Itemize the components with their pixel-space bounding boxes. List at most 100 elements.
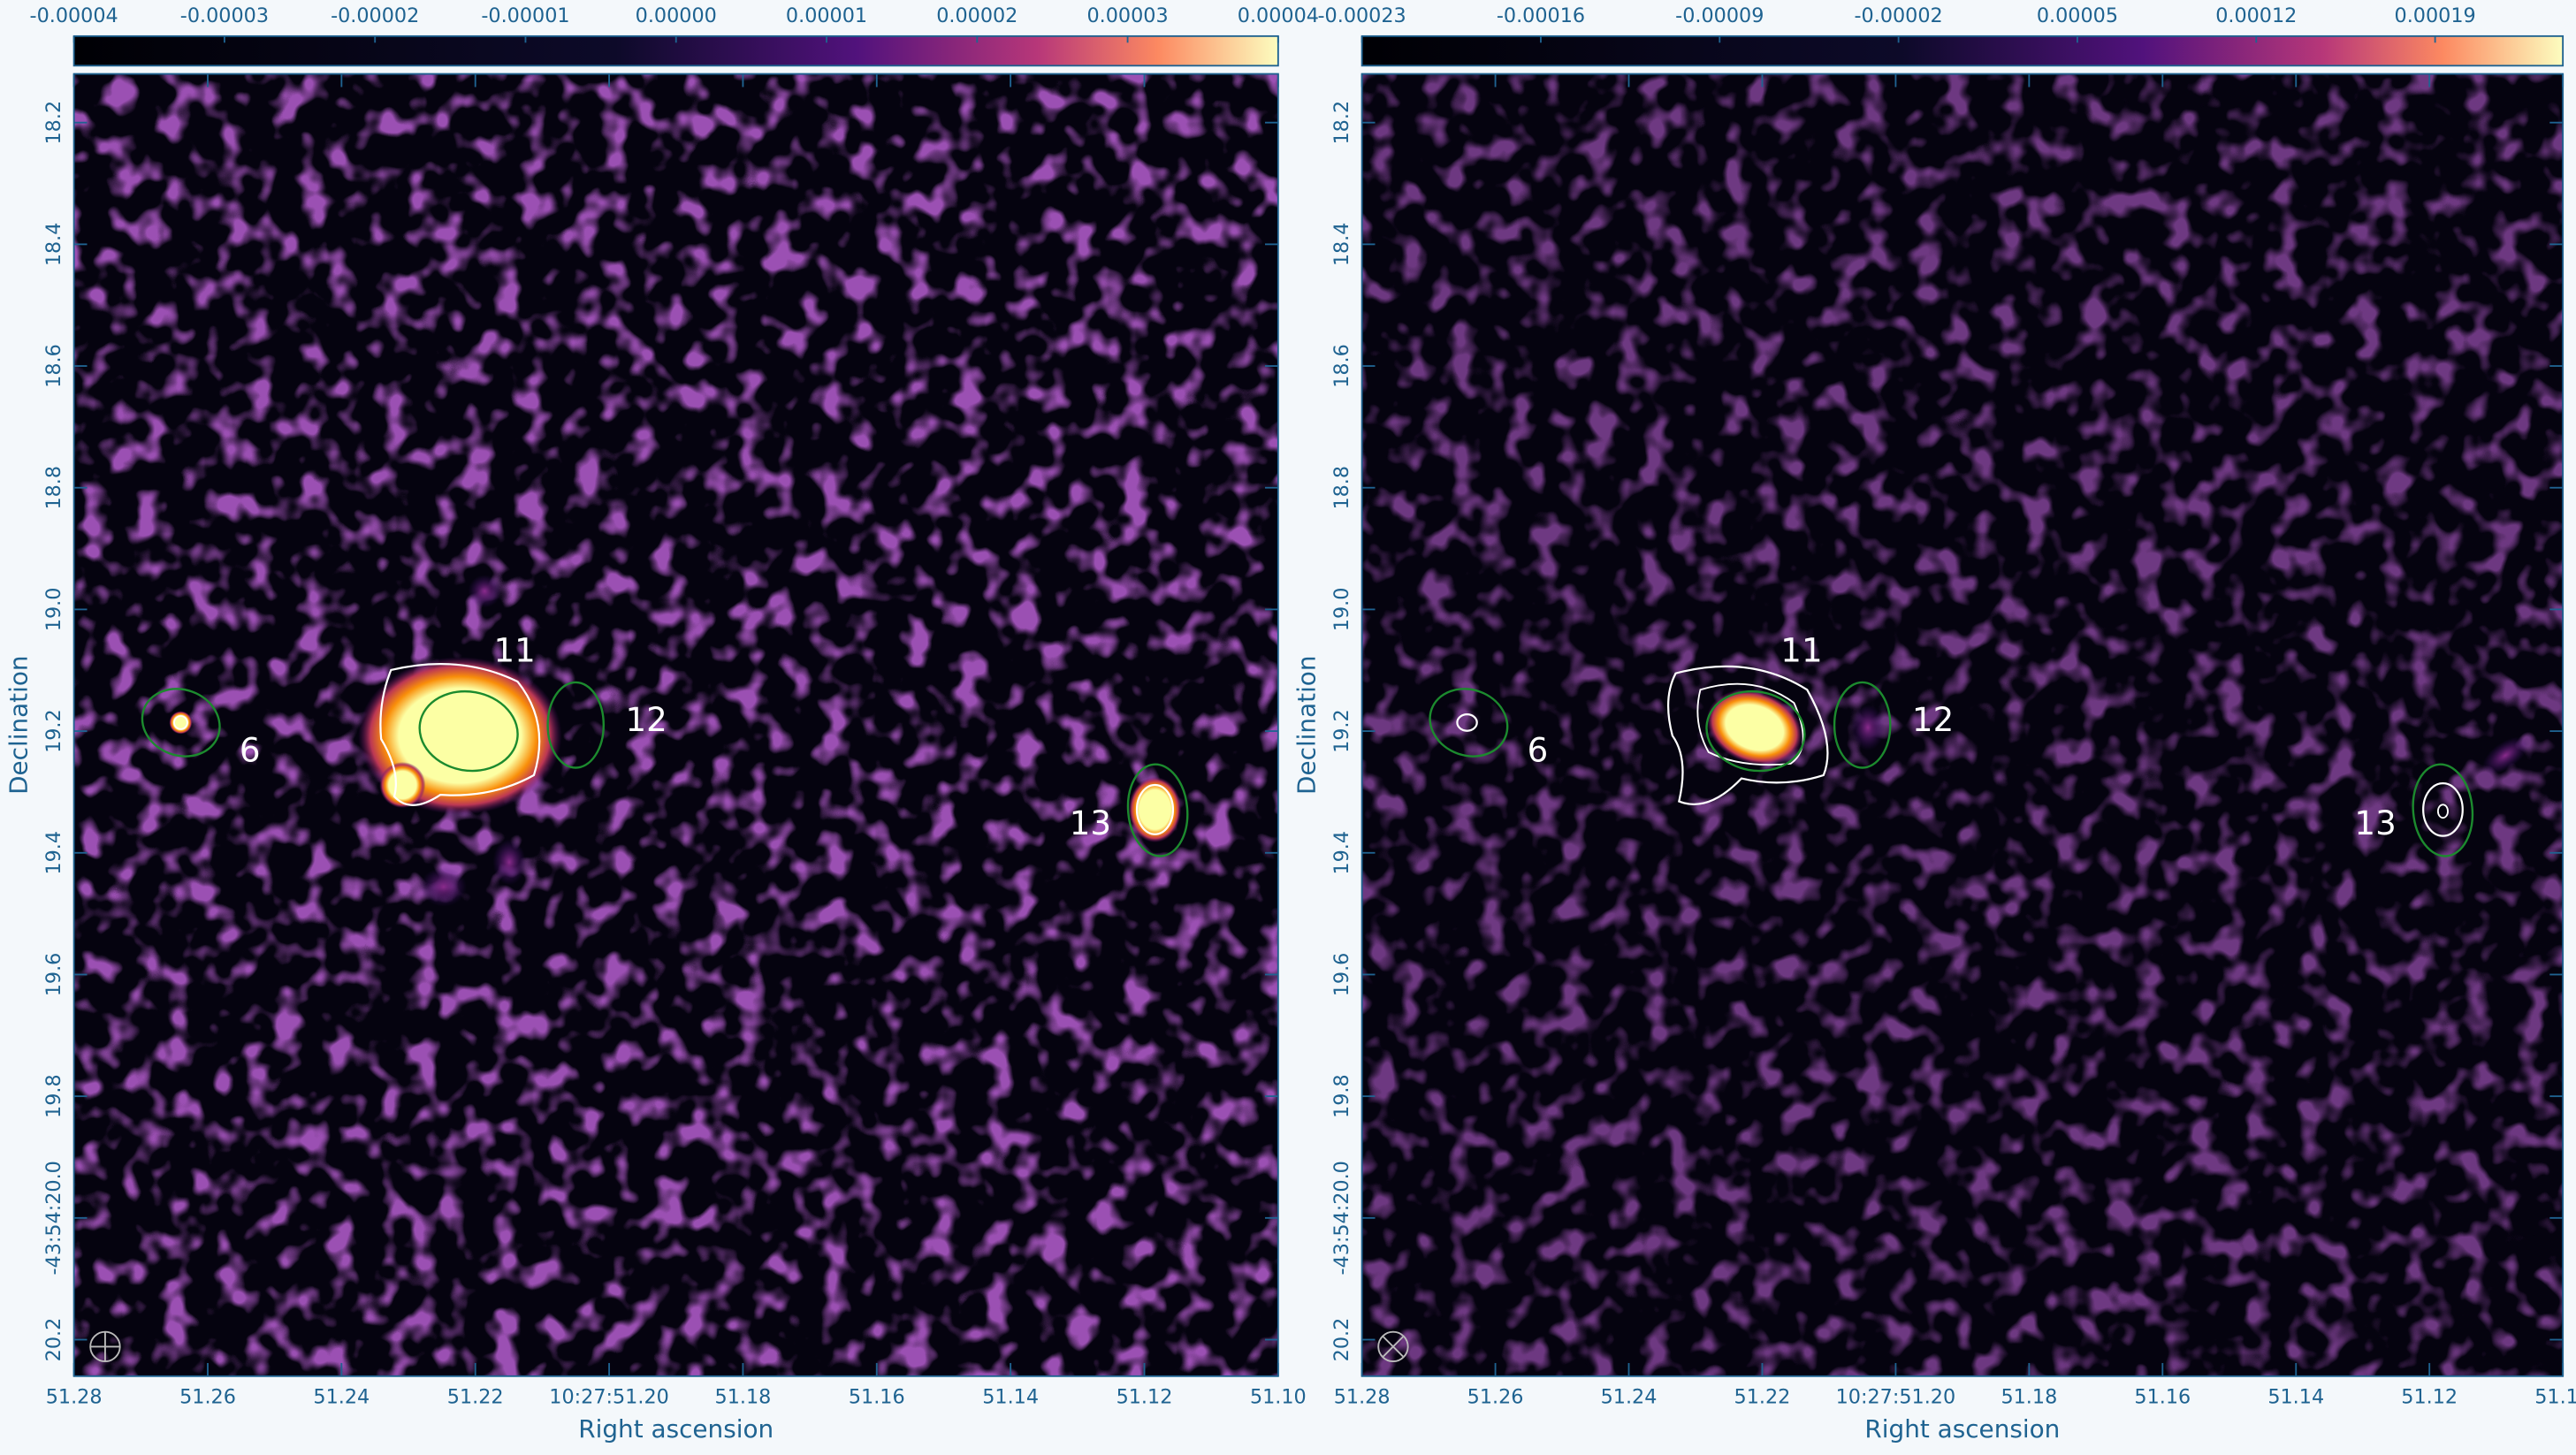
source-region	[1126, 763, 1189, 857]
emission	[2482, 736, 2528, 774]
colorbar-tick-label: -0.00016	[1497, 4, 1585, 27]
y-axis-label: Declination	[4, 655, 33, 794]
image-panel	[1361, 73, 2564, 1376]
x-tick-label: 10:27:51.20	[1836, 1385, 1956, 1408]
colorbar-tick-label: -0.00001	[481, 4, 569, 27]
colorbar-tick-label: 0.00001	[786, 4, 867, 27]
x-tick-label: 51.22	[1734, 1385, 1791, 1408]
x-tick-label: 10:27:51.20	[549, 1385, 669, 1408]
contour	[173, 715, 188, 730]
source-region	[1429, 688, 1509, 758]
y-tick-label: 18.6	[1330, 344, 1353, 388]
x-tick-label: 51.24	[1601, 1385, 1658, 1408]
y-tick-label: 19.6	[1330, 953, 1353, 997]
contour	[2422, 782, 2464, 837]
colorbar-tick-label: 0.00000	[636, 4, 717, 27]
source-region	[1833, 681, 1892, 769]
source-label: 11	[494, 631, 536, 669]
y-tick-label: 20.2	[1330, 1318, 1353, 1362]
colorbar-tick-label: -0.00002	[331, 4, 419, 27]
source-label: 12	[625, 701, 667, 739]
beam	[89, 1330, 121, 1363]
x-tick-label: 51.22	[447, 1385, 504, 1408]
x-tick-label: 51.28	[1334, 1385, 1391, 1408]
y-tick-label: 18.8	[1330, 466, 1353, 510]
y-tick-label: 19.4	[42, 831, 65, 875]
contour	[379, 662, 541, 806]
emission	[169, 711, 193, 735]
x-tick-label: 51.18	[2001, 1385, 2057, 1408]
x-tick-label: 51.16	[2134, 1385, 2191, 1408]
colorbar-tick-label: -0.00023	[1318, 4, 1406, 27]
y-tick-label: 19.2	[42, 709, 65, 753]
source-region	[2412, 763, 2474, 857]
noise	[1361, 73, 2564, 1376]
emission	[379, 762, 426, 809]
x-axis-label: Right ascension	[578, 1414, 774, 1444]
noise	[73, 73, 1278, 1376]
colorbar-tick-label: 0.00019	[2395, 4, 2476, 27]
source-label: 12	[1912, 701, 1954, 739]
x-tick-label: 51.14	[2267, 1385, 2324, 1408]
beam	[1377, 1330, 1409, 1363]
y-tick-label: 19.8	[42, 1074, 65, 1118]
emission	[468, 575, 501, 608]
y-tick-label: 19.6	[42, 953, 65, 997]
colorbar-tick-label: 0.00004	[1238, 4, 1319, 27]
colorbar-tick-label: 0.00005	[2037, 4, 2118, 27]
x-tick-label: 51.24	[313, 1385, 370, 1408]
emission	[1851, 704, 1885, 751]
y-tick-label: 18.2	[42, 101, 65, 145]
contour	[1135, 783, 1175, 835]
x-tick-label: 51.10	[1250, 1385, 1307, 1408]
x-axis-label: Right ascension	[1864, 1414, 2060, 1444]
colorbar-tick-label: -0.00002	[1855, 4, 1943, 27]
x-tick-label: 51.12	[1117, 1385, 1173, 1408]
contour	[1666, 665, 1829, 805]
y-tick-label: 18.6	[42, 344, 65, 388]
y-tick-label: 19.2	[1330, 709, 1353, 753]
x-tick-label: 51.18	[715, 1385, 772, 1408]
x-tick-label: 51.28	[46, 1385, 103, 1408]
colorbar	[1360, 34, 2565, 67]
source-region	[546, 681, 606, 769]
emission	[420, 866, 467, 907]
source-label: 13	[1070, 804, 1111, 842]
y-tick-label: 19.4	[1330, 831, 1353, 875]
colorbar-tick-label: 0.00012	[2215, 4, 2297, 27]
colorbar-tick-label: -0.00009	[1675, 4, 1764, 27]
colorbar-tick-label: 0.00003	[1086, 4, 1168, 27]
y-tick-label: 18.4	[42, 223, 65, 267]
y-axis-label: Declination	[1292, 655, 1321, 794]
plot-frame	[72, 72, 1279, 1377]
source-label: 6	[240, 731, 261, 769]
source-label: 13	[2354, 804, 2396, 842]
x-tick-label: 51.16	[849, 1385, 905, 1408]
plot-frame	[1360, 72, 2565, 1377]
y-tick-label: -43:54:20.0	[42, 1161, 65, 1275]
colorbar-tick-label: -0.00003	[180, 4, 269, 27]
x-tick-label: 51.14	[982, 1385, 1039, 1408]
contour	[1696, 682, 1804, 766]
y-tick-label: 19.0	[42, 588, 65, 632]
contour	[2436, 804, 2449, 819]
y-tick-label: 18.4	[1330, 223, 1353, 267]
source-region	[1705, 689, 1806, 773]
x-tick-label: 51.10	[2534, 1385, 2576, 1408]
x-tick-label: 51.26	[1467, 1385, 1524, 1408]
source-region	[418, 689, 519, 773]
image-panel	[73, 73, 1278, 1376]
source-label: 11	[1780, 631, 1822, 669]
y-tick-label: 18.2	[1330, 101, 1353, 145]
y-tick-label: 18.8	[42, 466, 65, 510]
y-tick-label: -43:54:20.0	[1330, 1161, 1353, 1275]
y-tick-label: 19.8	[1330, 1074, 1353, 1118]
colorbar-tick-label: 0.00002	[936, 4, 1017, 27]
y-tick-label: 20.2	[42, 1318, 65, 1362]
colorbar-tick-label: -0.00004	[30, 4, 118, 27]
source-region	[141, 688, 221, 758]
y-tick-label: 19.0	[1330, 588, 1353, 632]
contour	[1456, 713, 1478, 732]
